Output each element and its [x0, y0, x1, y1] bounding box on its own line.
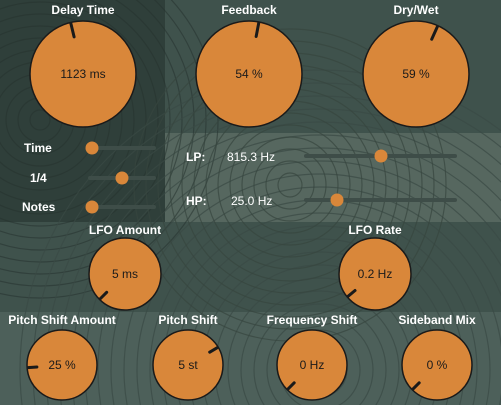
lfo-rate-label: LFO Rate [348, 223, 402, 237]
pitch-shift-amount-knob-pointer [26, 365, 39, 370]
pitch-shift-knob-body[interactable] [152, 329, 224, 401]
pitch-shift-amount-knob-body[interactable] [26, 329, 98, 401]
notes-label: Notes [22, 200, 56, 214]
hp-slider-track[interactable] [304, 193, 457, 207]
delay-time-knob-body[interactable] [29, 20, 137, 128]
sideband-mix-label: Sideband Mix [398, 313, 476, 327]
pitch-shift-knob-pointer [208, 346, 219, 354]
frequency-shift-value: 0 Hz [299, 358, 325, 372]
pitch-shift-amount-label: Pitch Shift Amount [8, 313, 116, 327]
sideband-mix-knob[interactable] [399, 328, 475, 402]
time-label: Time [24, 141, 52, 155]
sideband-mix-value: 0 % [426, 358, 448, 372]
hp-value: 25.0 Hz [231, 194, 273, 208]
time-slider-track[interactable] [85, 141, 156, 155]
lfo-rate-value: 0.2 Hz [357, 267, 393, 281]
dry-wet-knob-body[interactable] [362, 20, 470, 128]
pitch-shift-amount-value: 25 % [48, 358, 76, 372]
lfo-rate-knob-body[interactable] [338, 237, 412, 311]
feedback-knob[interactable] [182, 19, 316, 129]
lfo-amount-value: 5 ms [111, 267, 139, 281]
pitch-shift-value: 5 st [178, 358, 198, 372]
feedback-knob-pointer [254, 21, 261, 39]
lp-slider-track[interactable] [304, 149, 457, 163]
lfo-rate-knob[interactable] [336, 236, 414, 312]
sideband-mix-knob-pointer [411, 381, 421, 391]
lfo-rate-knob-pointer [346, 289, 357, 298]
division-slider-thumb[interactable] [115, 171, 129, 185]
notes-slider-thumb[interactable] [85, 200, 99, 214]
delay-time-knob-pointer [69, 21, 76, 39]
feedback-knob-body[interactable] [195, 20, 303, 128]
dry-wet-value: 59 % [402, 67, 430, 81]
delay-time-value: 1123 ms [60, 67, 106, 81]
lp-label: LP: [186, 150, 206, 164]
delay-time-knob[interactable] [16, 19, 150, 129]
dry-wet-knob[interactable] [349, 19, 483, 129]
pitch-shift-amount-knob[interactable] [24, 328, 100, 402]
dry-wet-knob-pointer [430, 25, 439, 41]
lfo-amount-label: LFO Amount [88, 223, 162, 237]
lfo-amount-knob[interactable] [86, 236, 164, 312]
frequency-shift-knob-pointer [286, 381, 296, 391]
feedback-label: Feedback [221, 3, 277, 17]
delay-time-label: Delay Time [51, 3, 115, 17]
dry-wet-label: Dry/Wet [393, 3, 439, 17]
division-label: 1/4 [30, 171, 47, 185]
feedback-value: 54 % [235, 67, 263, 81]
hp-slider-thumb[interactable] [330, 193, 344, 207]
frequency-shift-knob[interactable] [274, 328, 350, 402]
hp-label: HP: [186, 194, 207, 208]
lp-slider-thumb[interactable] [374, 149, 387, 163]
frequency-shift-label: Frequency Shift [266, 313, 358, 327]
lp-value: 815.3 Hz [227, 150, 276, 164]
lfo-amount-knob-pointer [98, 290, 109, 301]
time-slider-thumb[interactable] [85, 141, 99, 155]
pitch-shift-label: Pitch Shift [158, 313, 218, 327]
notes-slider-track[interactable] [85, 200, 156, 214]
division-slider-track[interactable] [88, 171, 156, 185]
pitch-shift-knob[interactable] [150, 328, 226, 402]
